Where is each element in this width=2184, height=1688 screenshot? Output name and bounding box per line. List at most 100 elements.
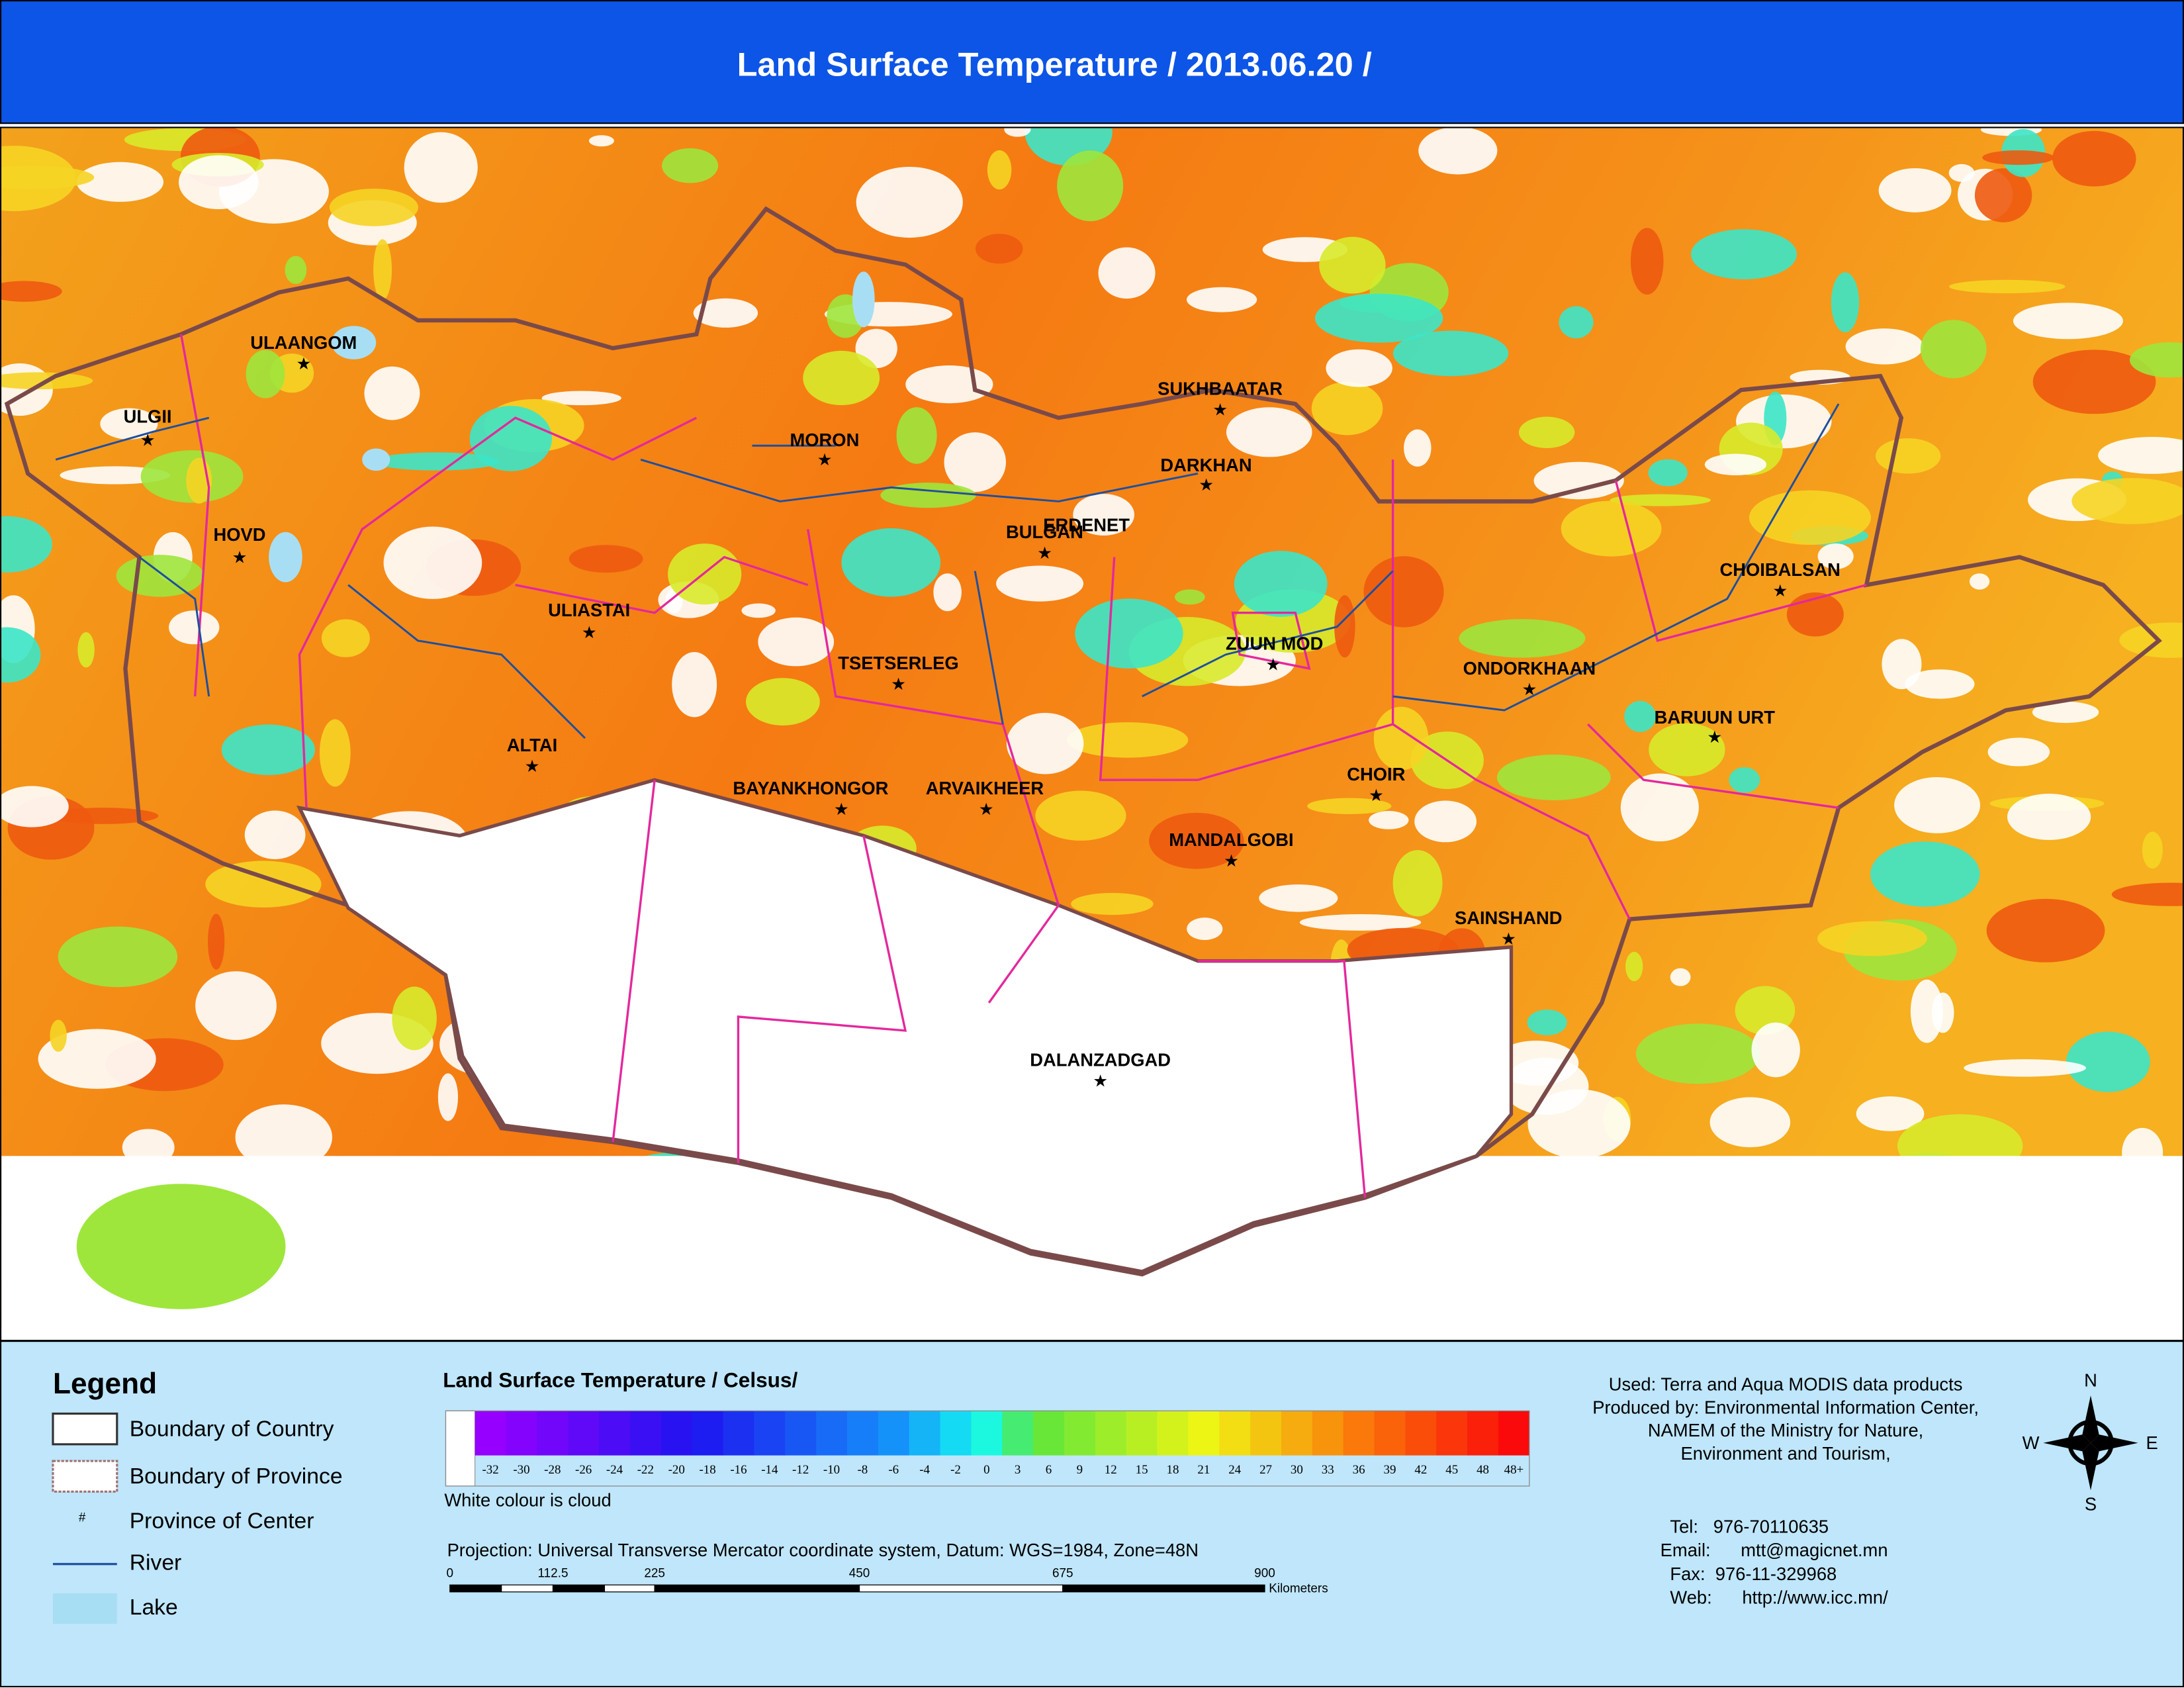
raster-patch xyxy=(1334,595,1355,658)
raster-patch xyxy=(905,365,993,404)
raster-patch xyxy=(383,526,482,599)
raster-patch xyxy=(1,165,95,189)
scale-label: 900 xyxy=(1254,1566,1275,1580)
scale-segment xyxy=(858,1584,1064,1593)
star: ★ xyxy=(1772,582,1788,600)
raster-patch xyxy=(1670,968,1691,986)
colorbar-label: 33 xyxy=(1322,1463,1334,1477)
colorbar-label: -14 xyxy=(761,1463,778,1477)
raster-patch xyxy=(208,914,225,970)
raster-patch xyxy=(1974,168,2032,222)
raster-patch xyxy=(1414,800,1477,843)
raster-patch xyxy=(944,432,1006,492)
raster-patch xyxy=(1948,164,1975,182)
country-boundary xyxy=(4,206,2162,1277)
raster-patch xyxy=(1648,459,1688,487)
city-label: ERDENET xyxy=(1043,515,1130,536)
raster-patch xyxy=(1625,951,1643,982)
raster-patch xyxy=(2052,130,2136,187)
color-swatch xyxy=(1405,1411,1437,1456)
colorbar-label: -8 xyxy=(858,1463,868,1477)
colorbar-label: 24 xyxy=(1228,1463,1241,1477)
raster-patch xyxy=(1234,551,1328,617)
scale-label: 112.5 xyxy=(538,1566,569,1580)
city-label: SAINSHAND xyxy=(1455,908,1563,928)
raster-patch xyxy=(195,971,277,1041)
legend-title: Legend xyxy=(53,1368,157,1400)
raster-patch xyxy=(178,155,259,210)
compass-e: E xyxy=(2146,1432,2158,1453)
scale-bar: 0 112.5 225 450 675 900 Kilometers xyxy=(447,1566,1328,1595)
raster-patch xyxy=(221,724,315,775)
color-swatch xyxy=(1219,1411,1251,1456)
credit-line: Produced by: Environmental Information C… xyxy=(1592,1397,1979,1417)
raster-patch xyxy=(1073,494,1134,536)
raster-patch xyxy=(2032,701,2099,724)
raster-patch xyxy=(100,408,158,440)
raster-patch xyxy=(1878,168,1952,212)
raster-patch xyxy=(2111,882,2183,906)
colorbar-label: 30 xyxy=(1291,1463,1303,1477)
raster-patch xyxy=(1057,150,1124,222)
raster-patch xyxy=(235,1104,333,1170)
colorbar-label: 42 xyxy=(1414,1463,1427,1477)
raster-patch xyxy=(1006,712,1084,774)
raster-patch xyxy=(1459,619,1586,658)
scale-unit: Kilometers xyxy=(1269,1582,1328,1596)
raster-patch xyxy=(1817,921,1927,957)
raster-patch xyxy=(1307,798,1392,814)
raster-patch xyxy=(1969,573,1990,590)
colorbar-label: 3 xyxy=(1015,1463,1021,1477)
colorbar-frame xyxy=(445,1410,1530,1487)
contact-line: Email: mtt@magicnet.mn xyxy=(1661,1540,1888,1560)
raster-patch xyxy=(1418,128,1498,175)
colorbar-title: Land Surface Temperature / Celsus/ xyxy=(443,1368,797,1391)
color-swatch xyxy=(599,1411,631,1456)
colorbar-label: -2 xyxy=(950,1463,961,1477)
raster-patch xyxy=(1729,767,1760,793)
raster-patch xyxy=(1630,228,1664,295)
center-symbol: # xyxy=(79,1511,86,1524)
raster-patch xyxy=(1299,914,1422,931)
raster-patch xyxy=(1561,500,1662,557)
color-swatch xyxy=(475,1411,507,1456)
raster-patch xyxy=(50,1019,67,1052)
city-label: ONDORKHAAN xyxy=(1463,658,1596,679)
color-swatch xyxy=(723,1411,755,1456)
scale-segment xyxy=(1062,1584,1265,1593)
raster-patch xyxy=(364,366,420,420)
colorbar-label: -30 xyxy=(513,1463,529,1477)
color-swatch xyxy=(1374,1411,1406,1456)
raster-patch xyxy=(1496,754,1611,800)
raster-patch xyxy=(469,406,553,471)
province-centers: ★ULAANGOM★ULGII★HOVD★ULIASTAI★ALTAI★MORO… xyxy=(124,332,1841,1091)
legend-label: Boundary of Province xyxy=(130,1464,343,1489)
color-swatch xyxy=(1033,1411,1065,1456)
raster-patch xyxy=(856,167,963,238)
raster-patch xyxy=(1735,986,1796,1035)
raster-patch xyxy=(880,483,976,508)
star: ★ xyxy=(1199,476,1214,494)
star: ★ xyxy=(296,355,311,373)
raster-patch xyxy=(2066,1031,2150,1092)
scale-label: 225 xyxy=(644,1566,665,1580)
raster-patch xyxy=(246,350,285,399)
colorbar-label: 12 xyxy=(1105,1463,1117,1477)
raster-patch xyxy=(1392,330,1509,377)
city-label: BARUUN URT xyxy=(1655,707,1776,727)
projection: Projection: Universal Transverse Mercato… xyxy=(447,1540,1199,1560)
raster-patch xyxy=(392,986,437,1051)
raster-patch xyxy=(1691,229,1797,279)
raster-patch xyxy=(1373,706,1429,771)
color-swatch xyxy=(785,1411,817,1456)
raster-patch xyxy=(58,926,178,988)
color-swatch xyxy=(1467,1411,1499,1456)
raster-patch xyxy=(662,148,719,183)
color-swatch xyxy=(1157,1411,1189,1456)
credits: Used: Terra and Aqua MODIS data products… xyxy=(1592,1374,1979,1608)
raster-patch xyxy=(803,350,880,406)
raster-patch xyxy=(1635,1023,1760,1084)
raster-patch xyxy=(672,651,717,718)
city-label: ULAANGOM xyxy=(250,332,357,353)
